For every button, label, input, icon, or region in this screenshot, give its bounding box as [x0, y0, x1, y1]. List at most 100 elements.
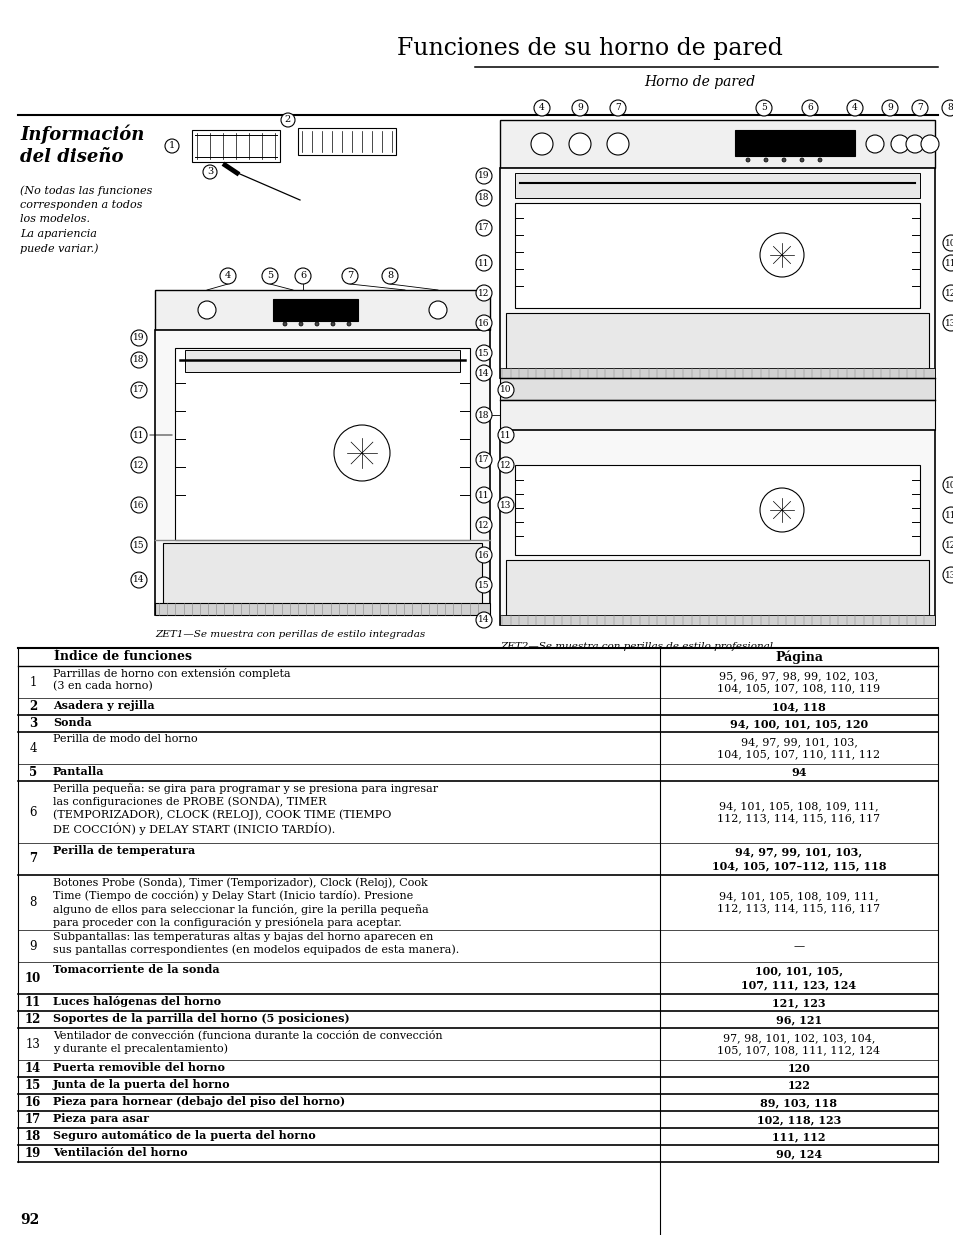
Text: 15: 15 — [477, 580, 489, 589]
Circle shape — [476, 285, 492, 301]
Circle shape — [131, 330, 147, 346]
Bar — [174, 348, 470, 540]
Text: 17: 17 — [25, 1113, 41, 1126]
Bar — [499, 615, 934, 625]
Circle shape — [800, 158, 803, 162]
Text: 6: 6 — [806, 104, 812, 112]
Circle shape — [131, 496, 147, 513]
Circle shape — [942, 315, 953, 331]
Circle shape — [476, 487, 492, 503]
Text: 11: 11 — [477, 258, 489, 268]
Text: 18: 18 — [25, 1130, 41, 1144]
Text: Índice de funciones: Índice de funciones — [54, 650, 192, 663]
Text: 96, 121: 96, 121 — [775, 1014, 821, 1025]
Text: 14: 14 — [25, 1062, 41, 1074]
Text: Junta de la puerta del horno: Junta de la puerta del horno — [53, 1079, 231, 1091]
Text: ZET1—Se muestra con perillas de estilo integradas: ZET1—Se muestra con perillas de estilo i… — [154, 630, 425, 638]
Text: 12: 12 — [499, 461, 511, 469]
Text: 16: 16 — [133, 500, 145, 510]
Text: Perilla de modo del horno: Perilla de modo del horno — [53, 734, 197, 743]
Bar — [154, 290, 490, 330]
Circle shape — [942, 285, 953, 301]
Text: Información
del diseño: Información del diseño — [20, 125, 144, 165]
Text: 111, 112: 111, 112 — [771, 1131, 825, 1142]
Circle shape — [905, 135, 923, 153]
Text: Soportes de la parrilla del horno (5 posiciones): Soportes de la parrilla del horno (5 pos… — [53, 1013, 349, 1024]
Text: 14: 14 — [477, 615, 489, 625]
Bar — [505, 559, 928, 620]
Text: 1: 1 — [30, 676, 36, 688]
Text: 17: 17 — [133, 385, 145, 394]
Text: 19: 19 — [25, 1147, 41, 1160]
Text: 18: 18 — [133, 356, 145, 364]
Text: 102, 118, 123: 102, 118, 123 — [756, 1114, 841, 1125]
Text: Perilla pequeña: se gira para programar y se presiona para ingresar
las configur: Perilla pequeña: se gira para programar … — [53, 783, 437, 835]
Text: Pantalla: Pantalla — [53, 766, 105, 777]
Text: 12: 12 — [25, 1013, 41, 1026]
Bar — [499, 168, 934, 378]
Circle shape — [262, 268, 277, 284]
Circle shape — [606, 133, 628, 156]
Bar — [499, 430, 934, 625]
Text: Subpantallas: las temperaturas altas y bajas del horno aparecen en
sus pantallas: Subpantallas: las temperaturas altas y b… — [53, 932, 458, 955]
Text: 9: 9 — [577, 104, 582, 112]
Text: 6: 6 — [30, 805, 37, 819]
Text: 8: 8 — [946, 104, 952, 112]
Bar — [505, 312, 928, 373]
Text: 92: 92 — [20, 1213, 39, 1228]
Text: 12: 12 — [944, 289, 953, 298]
Text: (No todas las funciones
corresponden a todos
los modelos.
La apariencia
puede va: (No todas las funciones corresponden a t… — [20, 185, 152, 254]
Circle shape — [942, 477, 953, 493]
Circle shape — [131, 457, 147, 473]
Circle shape — [334, 425, 390, 480]
Circle shape — [846, 100, 862, 116]
Text: Funciones de su horno de pared: Funciones de su horno de pared — [396, 37, 782, 59]
Text: 14: 14 — [477, 368, 489, 378]
Text: 17: 17 — [477, 456, 489, 464]
Text: 4: 4 — [851, 104, 857, 112]
Circle shape — [865, 135, 883, 153]
Circle shape — [476, 577, 492, 593]
Text: 15: 15 — [25, 1079, 41, 1092]
Text: 10: 10 — [944, 238, 953, 247]
Text: 10: 10 — [944, 480, 953, 489]
Text: 11: 11 — [944, 510, 953, 520]
Circle shape — [497, 496, 514, 513]
Text: 94, 97, 99, 101, 103,
104, 105, 107, 110, 111, 112: 94, 97, 99, 101, 103, 104, 105, 107, 110… — [717, 737, 880, 760]
Text: 9: 9 — [886, 104, 892, 112]
Text: 7: 7 — [615, 104, 620, 112]
Text: 121, 123: 121, 123 — [771, 997, 825, 1008]
Text: 5: 5 — [29, 766, 37, 779]
Circle shape — [609, 100, 625, 116]
Circle shape — [801, 100, 817, 116]
Circle shape — [131, 382, 147, 398]
Text: 18: 18 — [477, 194, 489, 203]
Text: 94, 101, 105, 108, 109, 111,
112, 113, 114, 115, 116, 117: 94, 101, 105, 108, 109, 111, 112, 113, 1… — [717, 892, 880, 914]
Text: 2: 2 — [29, 700, 37, 713]
Text: Puerta removible del horno: Puerta removible del horno — [53, 1062, 225, 1073]
Circle shape — [281, 112, 294, 127]
Text: 17: 17 — [477, 224, 489, 232]
Text: 89, 103, 118: 89, 103, 118 — [760, 1097, 837, 1108]
Text: Tomacorriente de la sonda: Tomacorriente de la sonda — [53, 965, 219, 974]
Text: 6: 6 — [299, 272, 306, 280]
Circle shape — [429, 301, 447, 319]
Circle shape — [198, 301, 215, 319]
Text: 15: 15 — [133, 541, 145, 550]
Bar — [154, 603, 490, 615]
Text: 19: 19 — [133, 333, 145, 342]
Text: Luces halógenas del horno: Luces halógenas del horno — [53, 995, 221, 1007]
Circle shape — [817, 158, 821, 162]
Circle shape — [131, 537, 147, 553]
Text: 16: 16 — [477, 319, 489, 327]
Text: Perilla de temperatura: Perilla de temperatura — [53, 845, 195, 856]
Circle shape — [781, 158, 785, 162]
Text: 18: 18 — [477, 410, 489, 420]
Bar — [499, 368, 934, 378]
Bar — [499, 400, 934, 430]
Bar — [734, 130, 854, 156]
Circle shape — [497, 427, 514, 443]
Text: 97, 98, 101, 102, 103, 104,
105, 107, 108, 111, 112, 124: 97, 98, 101, 102, 103, 104, 105, 107, 10… — [717, 1032, 880, 1055]
Bar — [185, 350, 459, 372]
Bar — [515, 203, 919, 308]
